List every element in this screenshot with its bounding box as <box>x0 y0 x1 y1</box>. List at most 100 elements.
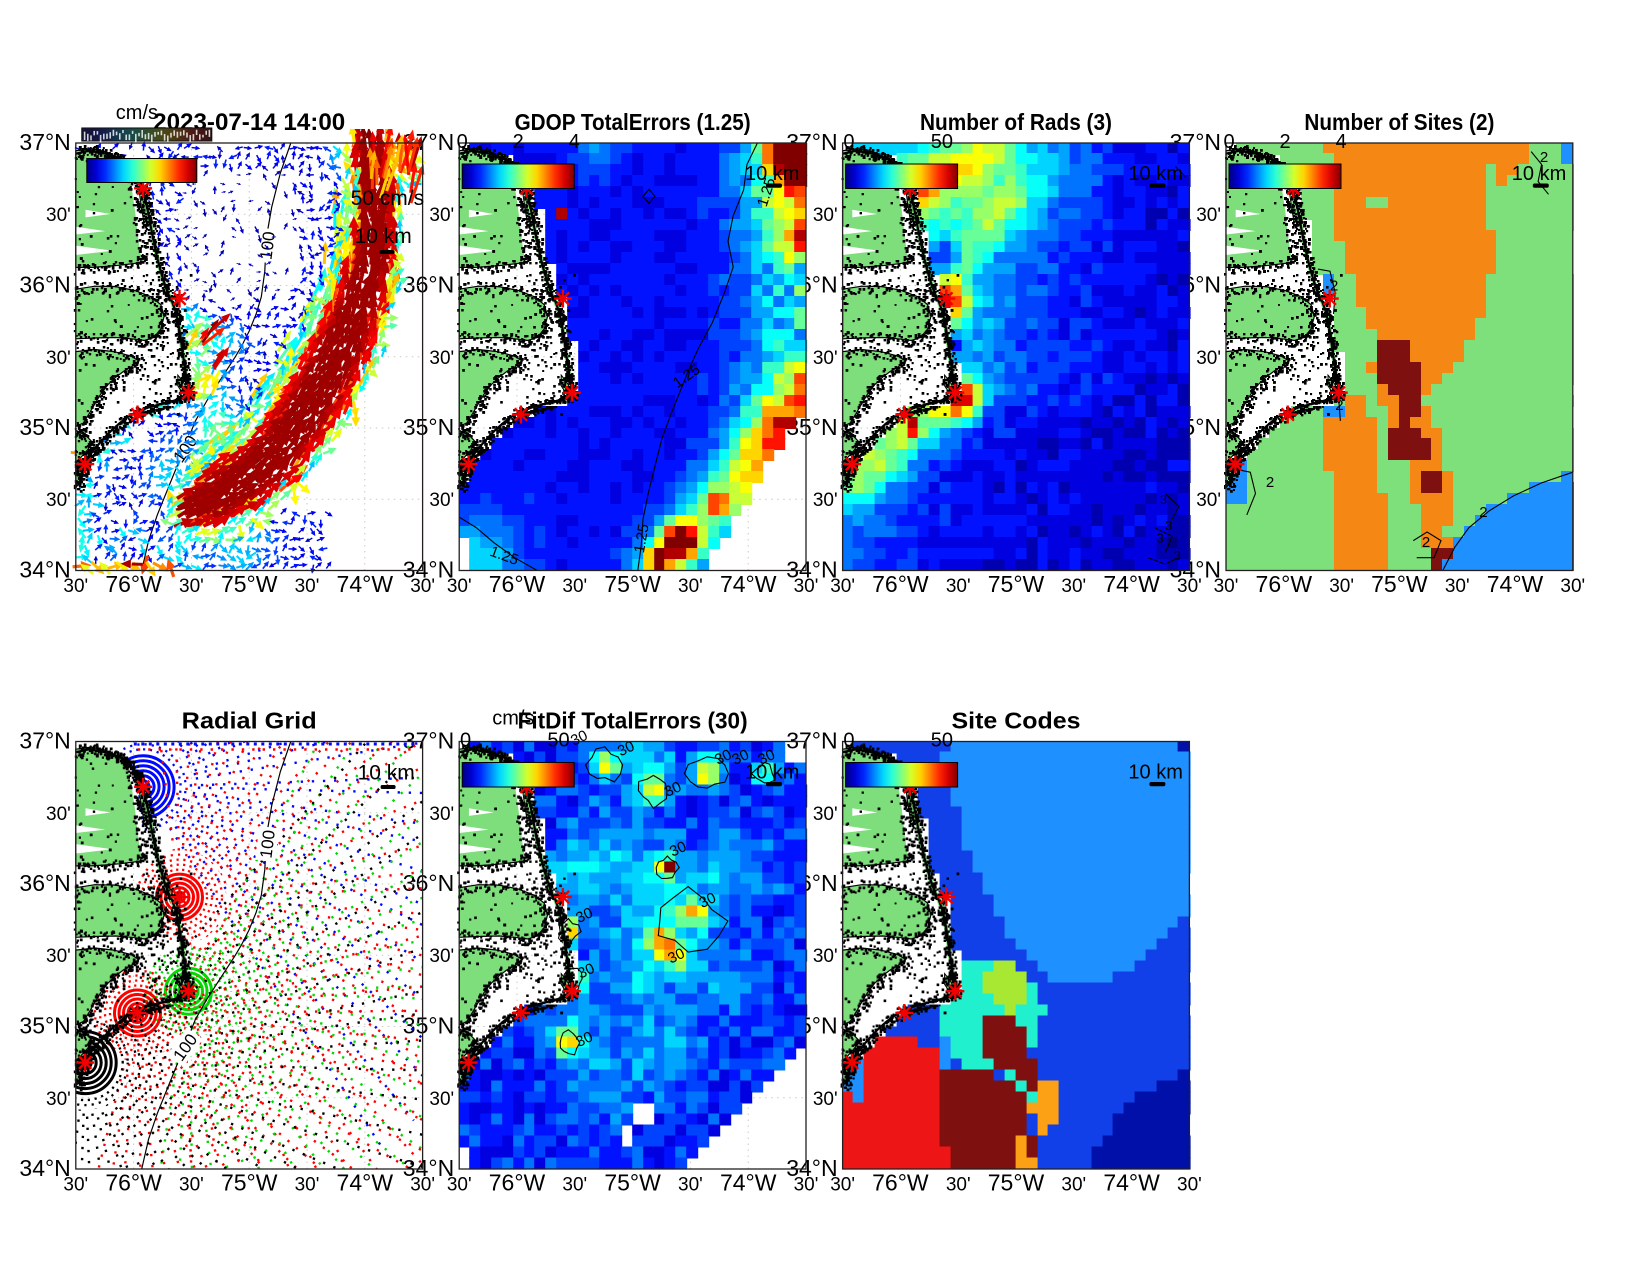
svg-text:100: 100 <box>257 829 279 859</box>
svg-text:0: 0 <box>457 131 468 153</box>
svg-text:2: 2 <box>1540 149 1548 166</box>
svg-text:30': 30' <box>429 205 454 226</box>
svg-text:30': 30' <box>46 348 71 369</box>
svg-text:30: 30 <box>712 746 734 768</box>
svg-text:30': 30' <box>830 1175 855 1196</box>
svg-text:30': 30' <box>1560 576 1585 597</box>
svg-text:37°N: 37°N <box>403 728 454 754</box>
svg-text:Radial Grid: Radial Grid <box>182 708 317 734</box>
svg-text:3: 3 <box>1160 492 1167 507</box>
svg-text:0: 0 <box>460 730 471 752</box>
svg-text:30': 30' <box>46 804 71 825</box>
svg-text:100: 100 <box>257 230 279 260</box>
svg-text:1.25: 1.25 <box>631 523 653 555</box>
svg-text:2: 2 <box>1266 474 1274 491</box>
svg-text:50 cm/s: 50 cm/s <box>351 187 425 210</box>
svg-text:30: 30 <box>755 746 777 768</box>
svg-text:30': 30' <box>1061 576 1086 597</box>
svg-text:30': 30' <box>429 348 454 369</box>
svg-text:2: 2 <box>1479 504 1487 521</box>
svg-text:30': 30' <box>410 1175 435 1196</box>
svg-text:50: 50 <box>931 730 953 752</box>
svg-text:30': 30' <box>1061 1175 1086 1196</box>
svg-text:30': 30' <box>429 946 454 967</box>
svg-text:FitDif TotalErrors (30): FitDif TotalErrors (30) <box>518 708 748 734</box>
svg-text:3: 3 <box>1174 548 1181 563</box>
svg-text:37°N: 37°N <box>19 728 70 754</box>
svg-text:30': 30' <box>678 1175 703 1196</box>
svg-text:30': 30' <box>46 490 71 511</box>
svg-text:35°N: 35°N <box>403 414 454 440</box>
svg-text:50: 50 <box>931 131 953 153</box>
svg-text:74°W: 74°W <box>1103 571 1160 597</box>
svg-text:0: 0 <box>843 730 854 752</box>
svg-text:4: 4 <box>569 131 580 153</box>
svg-text:74°W: 74°W <box>337 571 394 597</box>
svg-text:10 km: 10 km <box>1512 163 1566 185</box>
svg-text:76°W: 76°W <box>872 1170 929 1196</box>
svg-text:30': 30' <box>813 205 838 226</box>
svg-text:50: 50 <box>547 730 569 752</box>
svg-text:30': 30' <box>1196 490 1221 511</box>
svg-text:30': 30' <box>562 1175 587 1196</box>
svg-text:cm/s: cm/s <box>492 708 534 730</box>
svg-text:30': 30' <box>295 1175 320 1196</box>
svg-text:2: 2 <box>1422 534 1430 551</box>
svg-text:34°N: 34°N <box>19 557 70 583</box>
svg-text:GDOP TotalErrors (1.25): GDOP TotalErrors (1.25) <box>515 109 751 135</box>
svg-text:2: 2 <box>513 131 524 153</box>
svg-text:76°W: 76°W <box>872 571 929 597</box>
svg-text:30: 30 <box>697 889 719 911</box>
svg-text:34°N: 34°N <box>403 1155 454 1181</box>
svg-text:10 km: 10 km <box>1128 163 1182 185</box>
svg-text:30': 30' <box>813 804 838 825</box>
svg-text:10 km: 10 km <box>355 225 412 248</box>
svg-text:30: 30 <box>573 904 595 926</box>
svg-text:75°W: 75°W <box>1371 571 1428 597</box>
svg-text:30': 30' <box>813 1089 838 1110</box>
svg-text:34°N: 34°N <box>786 557 837 583</box>
svg-text:37°N: 37°N <box>786 728 837 754</box>
svg-text:30': 30' <box>813 348 838 369</box>
svg-text:2: 2 <box>1330 278 1338 295</box>
svg-text:34°N: 34°N <box>403 557 454 583</box>
svg-text:30: 30 <box>665 945 687 967</box>
svg-text:0: 0 <box>1223 131 1234 153</box>
svg-text:30': 30' <box>179 1175 204 1196</box>
svg-text:30': 30' <box>46 946 71 967</box>
svg-text:Number of Rads (3): Number of Rads (3) <box>920 109 1112 135</box>
svg-text:2: 2 <box>1335 397 1343 414</box>
svg-text:Site Codes: Site Codes <box>952 708 1081 734</box>
svg-text:30': 30' <box>946 576 971 597</box>
svg-text:30: 30 <box>568 727 590 749</box>
svg-text:30: 30 <box>615 738 637 760</box>
svg-text:30': 30' <box>946 1175 971 1196</box>
svg-text:76°W: 76°W <box>489 1170 546 1196</box>
svg-text:36°N: 36°N <box>403 870 454 896</box>
svg-text:75°W: 75°W <box>604 1170 661 1196</box>
svg-text:30': 30' <box>794 576 819 597</box>
svg-text:76°W: 76°W <box>105 1170 162 1196</box>
svg-text:36°N: 36°N <box>403 272 454 298</box>
svg-text:75°W: 75°W <box>221 571 278 597</box>
svg-text:10 km: 10 km <box>358 762 415 785</box>
svg-text:30': 30' <box>429 1089 454 1110</box>
svg-text:74°W: 74°W <box>337 1170 394 1196</box>
svg-text:36°N: 36°N <box>19 870 70 896</box>
svg-text:30': 30' <box>1329 576 1354 597</box>
svg-text:30': 30' <box>1214 576 1239 597</box>
svg-text:10 km: 10 km <box>1128 762 1182 784</box>
svg-text:2: 2 <box>1279 131 1290 153</box>
svg-text:30': 30' <box>63 1175 88 1196</box>
svg-text:0: 0 <box>843 131 854 153</box>
svg-text:30': 30' <box>46 205 71 226</box>
svg-text:30': 30' <box>46 1089 71 1110</box>
svg-text:30: 30 <box>573 1028 595 1050</box>
svg-text:30': 30' <box>429 804 454 825</box>
svg-text:30': 30' <box>1177 1175 1202 1196</box>
svg-text:3: 3 <box>1157 531 1164 546</box>
svg-text:4: 4 <box>1335 131 1346 153</box>
svg-text:34°N: 34°N <box>19 1155 70 1181</box>
svg-text:35°N: 35°N <box>19 1013 70 1039</box>
svg-text:30': 30' <box>410 576 435 597</box>
